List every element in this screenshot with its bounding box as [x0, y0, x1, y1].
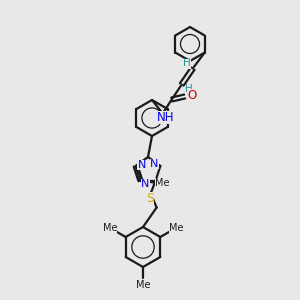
Text: H: H	[183, 58, 190, 68]
Text: N: N	[141, 178, 149, 188]
Text: Me: Me	[136, 280, 150, 290]
Text: O: O	[187, 89, 196, 102]
Text: Me: Me	[169, 223, 183, 233]
Text: S: S	[146, 192, 154, 205]
Text: NH: NH	[157, 111, 175, 124]
Text: Me: Me	[155, 178, 169, 188]
Text: N: N	[150, 159, 159, 169]
Text: N: N	[137, 160, 146, 170]
Text: H: H	[185, 85, 193, 94]
Text: Me: Me	[103, 223, 117, 233]
